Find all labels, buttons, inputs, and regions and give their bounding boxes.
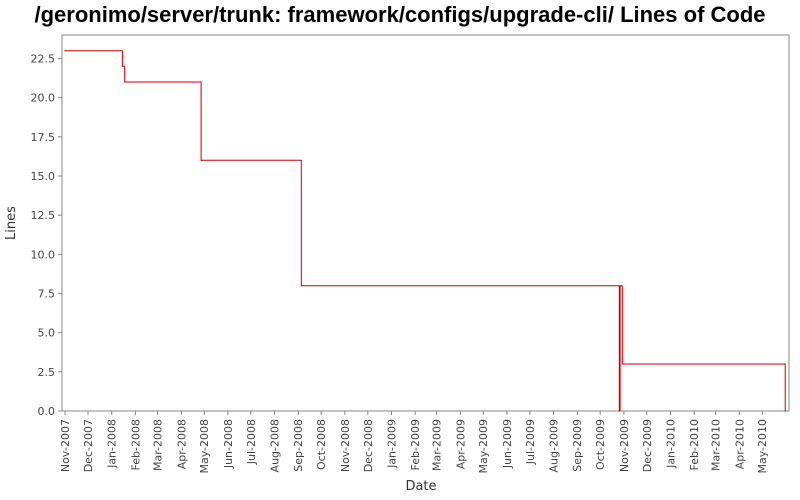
- x-tick-label: Aug-2009: [548, 419, 561, 472]
- y-tick-label: 12.5: [31, 209, 56, 222]
- y-tick-label: 0.0: [38, 405, 56, 418]
- x-tick-label: Jun-2008: [222, 419, 235, 469]
- x-tick-label: Nov-2008: [339, 419, 352, 472]
- x-tick-label: Jan-2008: [106, 419, 119, 469]
- x-tick-label: Mar-2010: [710, 419, 723, 471]
- data-point: [784, 410, 786, 412]
- x-tick-label: Jun-2009: [501, 419, 514, 469]
- x-tick-label: Feb-2008: [129, 419, 142, 470]
- x-tick-label: Dec-2009: [641, 419, 654, 472]
- x-tick-label: Aug-2008: [269, 419, 282, 472]
- y-axis: 0.0 2.5 5.0 7.5 10.0 12.5 15.0 17.5 20.0 22.5: [31, 53, 62, 418]
- x-tick-label: Feb-2010: [688, 419, 701, 470]
- x-tick-label: Jan-2010: [665, 419, 678, 469]
- series-group: [64, 50, 786, 412]
- x-tick-label: Apr-2008: [175, 419, 188, 469]
- x-tick-label: Nov-2007: [59, 419, 72, 472]
- x-tick-label: May-2008: [198, 419, 211, 474]
- x-tick-label: Sep-2008: [292, 419, 305, 472]
- data-point: [124, 81, 126, 83]
- plot-area: [61, 34, 790, 412]
- x-tick-label: Mar-2008: [152, 419, 165, 471]
- x-tick-label: Jan-2009: [385, 419, 398, 469]
- y-tick-label: 2.5: [38, 366, 56, 379]
- y-tick-label: 10.0: [31, 248, 56, 261]
- x-axis: Nov-2007 Dec-2007 Jan-2008 Feb-2008 Mar-2008…: [59, 411, 769, 474]
- y-tick-label: 15.0: [31, 170, 56, 183]
- x-tick-label: Dec-2008: [362, 419, 375, 472]
- data-point: [200, 159, 202, 161]
- x-tick-label: Mar-2009: [431, 419, 444, 471]
- y-axis-label: Lines: [4, 206, 19, 240]
- data-point: [621, 363, 623, 365]
- data-point: [618, 410, 620, 412]
- x-tick-label: Oct-2009: [594, 419, 607, 470]
- y-tick-label: 17.5: [31, 131, 56, 144]
- data-point: [619, 285, 621, 287]
- y-tick-label: 5.0: [38, 327, 56, 340]
- x-tick-label: May-2009: [477, 419, 490, 474]
- data-point: [300, 285, 302, 287]
- x-tick-label: Oct-2008: [315, 419, 328, 470]
- y-tick-label: 20.0: [31, 92, 56, 105]
- x-tick-label: Jul-2008: [245, 419, 258, 465]
- data-point: [121, 65, 123, 67]
- x-tick-label: Apr-2010: [733, 419, 746, 469]
- x-tick-label: Nov-2009: [618, 419, 631, 472]
- x-tick-label: Feb-2009: [409, 419, 422, 470]
- x-tick-label: Dec-2007: [82, 419, 95, 472]
- x-axis-label: Date: [405, 479, 436, 494]
- chart-title: /geronimo/server/trunk: framework/config…: [34, 2, 766, 27]
- data-point: [64, 50, 66, 52]
- x-tick-label: May-2010: [756, 419, 769, 474]
- x-tick-label: Jul-2009: [524, 419, 537, 465]
- x-tick-label: Sep-2009: [571, 419, 584, 472]
- y-tick-label: 22.5: [31, 53, 56, 66]
- y-tick-label: 7.5: [38, 288, 56, 301]
- x-tick-label: Apr-2009: [454, 419, 467, 469]
